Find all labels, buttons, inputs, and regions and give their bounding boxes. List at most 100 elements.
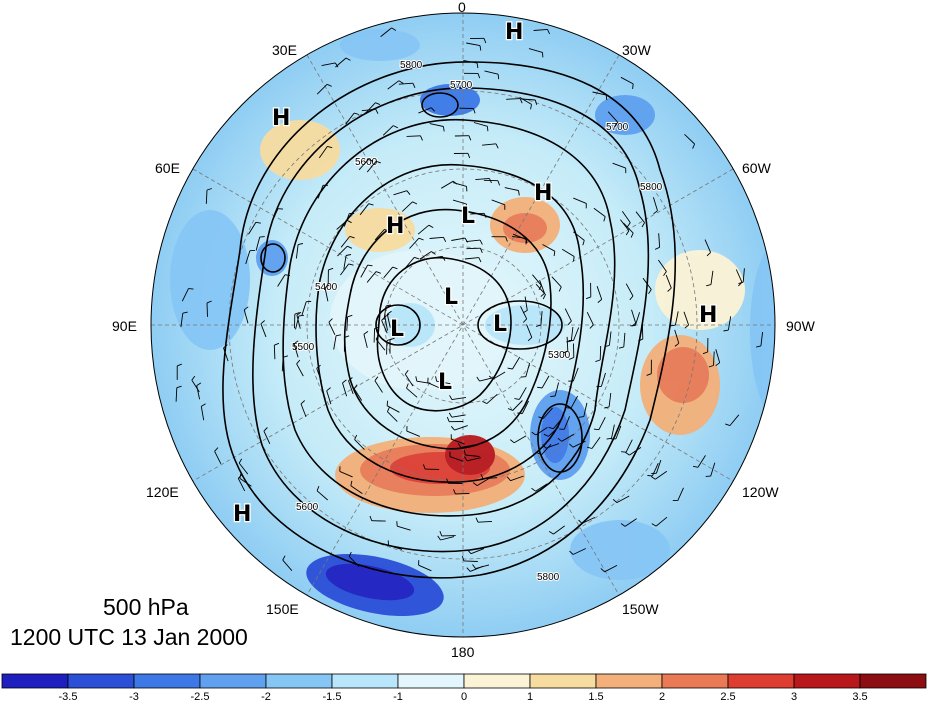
wind-barb [561, 433, 575, 442]
wind-barb-feather [505, 236, 508, 242]
lon-label-150w: 150W [622, 601, 659, 617]
wind-barb-feather [466, 567, 471, 572]
wind-barb [581, 516, 595, 524]
colorbar-swatch [133, 673, 201, 689]
wind-barb-feather [534, 99, 538, 105]
wind-barb-feather [435, 376, 438, 382]
wind-barb [419, 251, 432, 260]
wind-barb [180, 313, 184, 328]
wind-barb [388, 544, 403, 550]
wind-barb [586, 312, 594, 325]
wind-barb [604, 565, 618, 573]
wind-barb [599, 345, 602, 361]
lon-label-120w: 120W [742, 484, 779, 500]
wind-barb [463, 59, 478, 64]
contour-label: 5600 [355, 157, 378, 168]
wind-barb [387, 80, 400, 90]
colorbar-swatch [397, 673, 465, 689]
wind-barb-feather [334, 62, 339, 68]
wind-barb-feather [535, 324, 542, 327]
wind-barb [335, 57, 347, 68]
wind-barb [181, 288, 189, 302]
wind-barb-feather [603, 216, 606, 222]
wind-barb-feather [384, 228, 390, 232]
wind-barb-feather [569, 550, 574, 555]
wind-barb [513, 435, 527, 444]
wind-barb [658, 259, 667, 272]
wind-barb-feather [663, 271, 667, 276]
wind-barb [573, 231, 585, 241]
colorbar-swatch [265, 673, 333, 689]
wind-barb [406, 430, 420, 437]
wind-barb-feather [453, 489, 456, 495]
wind-barb-feather [568, 357, 574, 360]
colorbar-tick-label: 0 [461, 691, 467, 702]
wind-barb [296, 363, 304, 377]
wind-barb-feather [342, 379, 347, 384]
wind-barb-feather [191, 375, 196, 381]
wind-barb-feather [479, 45, 482, 51]
wind-barb [263, 430, 271, 444]
wind-barb-feather [196, 382, 202, 386]
wind-barb [384, 316, 388, 331]
wind-barb [674, 329, 680, 344]
wind-barb [361, 108, 376, 112]
wind-barb-feather [464, 456, 468, 462]
colorbar-swatch [463, 673, 531, 689]
wind-barb-feather [483, 38, 487, 44]
wind-barb [596, 286, 603, 300]
wind-barb-feather [350, 480, 353, 486]
wind-barb-feather [406, 190, 411, 195]
wind-barb-feather [543, 433, 549, 437]
contour-label: 5700 [606, 122, 629, 133]
wind-barb-feather [497, 74, 500, 80]
wind-barb [541, 375, 550, 389]
wind-barb [620, 76, 634, 85]
wind-barb-feather [480, 473, 484, 479]
wind-barb [440, 536, 455, 541]
wind-barb-feather [393, 125, 398, 129]
wind-barb [359, 203, 370, 216]
wind-barb-feather [514, 398, 520, 400]
wind-barb-feather [650, 476, 656, 480]
wind-barb-feather [667, 287, 672, 292]
wind-barb-feather [450, 426, 455, 431]
wind-barb-feather [386, 400, 389, 406]
wind-barb [295, 315, 300, 330]
wind-barb-feather [282, 555, 286, 561]
low-marker: L [461, 204, 475, 229]
wind-barb [625, 283, 634, 297]
colorbar-tick-label: 2.5 [720, 691, 735, 702]
colorbar-tick-label: 2 [659, 691, 665, 702]
wind-barb [248, 222, 257, 235]
contour-label: 5400 [315, 282, 338, 293]
wind-barb-feather [476, 376, 480, 382]
wind-barb [655, 470, 668, 480]
wind-barb-feather [578, 416, 584, 418]
wind-barb-feather [627, 222, 631, 228]
wind-barb [735, 269, 743, 283]
wind-barb-feather [206, 300, 212, 304]
wind-barb-feather [568, 443, 574, 448]
wind-barb-feather [324, 284, 330, 288]
wind-barb [466, 239, 481, 243]
wind-barb-feather [566, 340, 572, 343]
wind-barb-feather [510, 439, 515, 444]
wind-barb-feather [428, 224, 434, 228]
wind-barb [542, 407, 553, 419]
wind-barb [346, 316, 349, 331]
wind-barb-feather [550, 395, 556, 398]
wind-barb-feather [531, 431, 537, 436]
wind-barb-feather [404, 369, 409, 375]
wind-barb [404, 257, 415, 269]
wind-barb-feather [348, 263, 354, 266]
wind-barb-feather [327, 145, 333, 149]
wind-barb-feather [708, 365, 714, 368]
wind-barb-feather [670, 324, 676, 327]
wind-barb [512, 400, 523, 411]
wind-barb-feather [316, 485, 320, 491]
colorbar-swatch [661, 673, 729, 689]
wind-barb-feather [381, 316, 386, 321]
wind-barb [316, 83, 328, 95]
wind-barb-feather [430, 107, 436, 112]
